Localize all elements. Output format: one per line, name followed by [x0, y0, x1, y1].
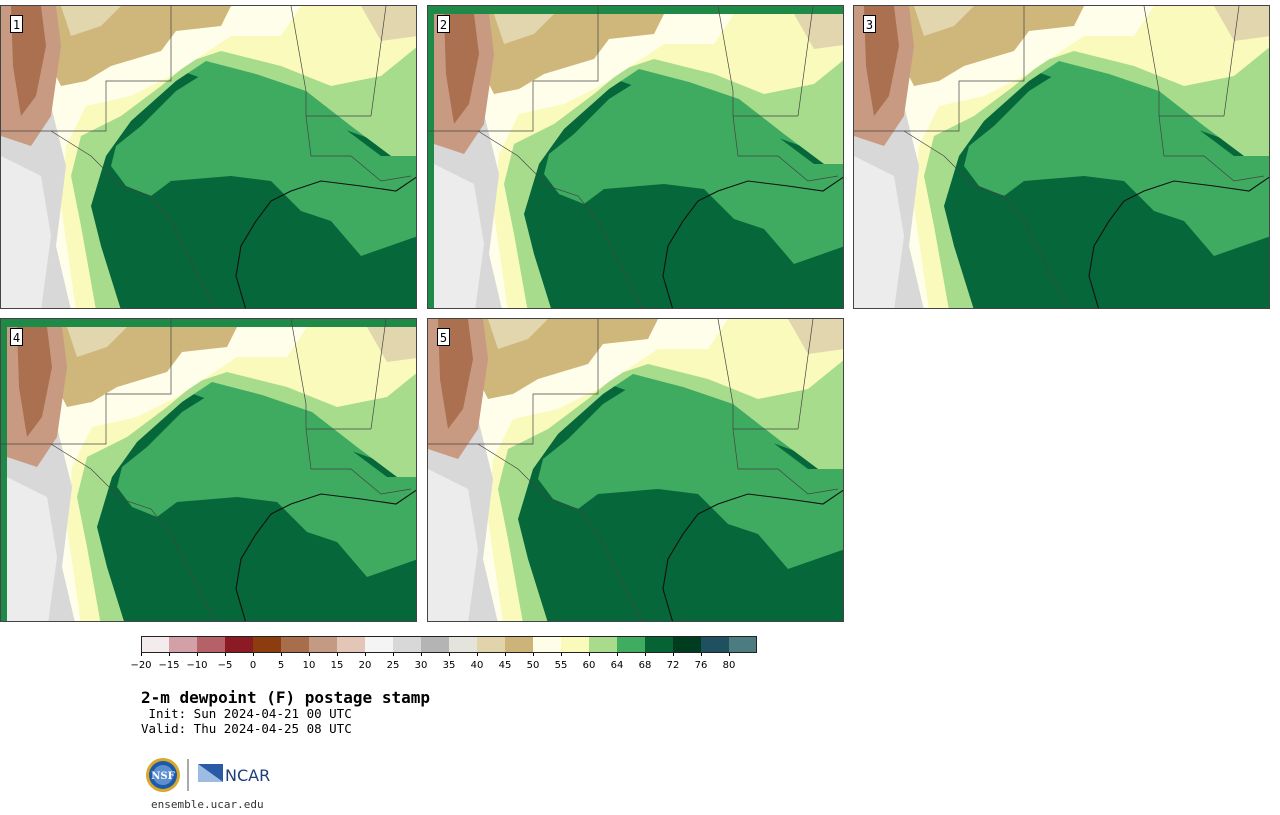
colorbar-tick-label: 72 — [666, 660, 680, 671]
panel-number: 4 — [10, 328, 23, 346]
colorbar-bin — [393, 636, 421, 653]
colorbar-bin — [477, 636, 505, 653]
colorbar-tick-label: 68 — [638, 660, 652, 671]
colorbar-tick-label: 80 — [722, 660, 736, 671]
colorbar-bin — [337, 636, 365, 653]
colorbar-bin — [729, 636, 757, 653]
nsf-text: NSF — [151, 771, 174, 782]
colorbar — [141, 636, 757, 656]
map-svg — [428, 6, 843, 308]
map-panel-2: 2 — [427, 5, 844, 309]
map-svg — [1, 319, 416, 621]
colorbar-tick-label: 45 — [498, 660, 512, 671]
nsf-logo: NSF — [146, 758, 180, 792]
colorbar-bin — [309, 636, 337, 653]
colorbar-tick-label: −15 — [158, 660, 180, 671]
colorbar-bin — [673, 636, 701, 653]
colorbar-bin — [645, 636, 673, 653]
colorbar-bin — [561, 636, 589, 653]
colorbar-bin — [533, 636, 561, 653]
init-time: Init: Sun 2024-04-21 00 UTC — [141, 706, 352, 721]
colorbar-tick-label: 15 — [330, 660, 344, 671]
colorbar-tick-label: 64 — [610, 660, 624, 671]
colorbar-tick-label: 76 — [694, 660, 708, 671]
colorbar-bin — [701, 636, 729, 653]
colorbar-tick-label: −5 — [217, 660, 233, 671]
colorbar-tick-label: 35 — [442, 660, 456, 671]
colorbar-bin — [225, 636, 253, 653]
colorbar-tick-label: 10 — [302, 660, 316, 671]
colorbar-bin — [617, 636, 645, 653]
panel-number: 1 — [10, 15, 23, 33]
colorbar-tick-label: 0 — [249, 660, 257, 671]
colorbar-tick-label: 55 — [554, 660, 568, 671]
site-url: ensemble.ucar.edu — [151, 798, 264, 811]
panel-number: 2 — [437, 15, 450, 33]
colorbar-tick-label: 25 — [386, 660, 400, 671]
ncar-text: NCAR — [225, 766, 270, 785]
colorbar-bin — [449, 636, 477, 653]
ncar-logo: NCAR — [198, 764, 270, 785]
map-panel-5: 5 — [427, 318, 844, 622]
colorbar-bin — [169, 636, 197, 653]
colorbar-bin — [421, 636, 449, 653]
colorbar-bin — [281, 636, 309, 653]
map-panel-3: 3 — [853, 5, 1270, 309]
valid-time: Valid: Thu 2024-04-25 08 UTC — [141, 721, 352, 736]
map-panel-1: 1 — [0, 5, 417, 309]
colorbar-tick-label: 5 — [277, 660, 285, 671]
colorbar-tick-label: 30 — [414, 660, 428, 671]
colorbar-bin — [197, 636, 225, 653]
map-svg — [428, 319, 843, 621]
colorbar-bin — [253, 636, 281, 653]
colorbar-tick-label: 50 — [526, 660, 540, 671]
colorbar-tick-label: −20 — [130, 660, 152, 671]
panel-number: 5 — [437, 328, 450, 346]
colorbar-bin — [141, 636, 169, 653]
logos: NSF NCAR — [146, 758, 270, 792]
map-svg — [1, 6, 416, 308]
colorbar-tick-label: 60 — [582, 660, 596, 671]
colorbar-tick-label: 40 — [470, 660, 484, 671]
map-svg — [854, 6, 1269, 308]
colorbar-tick-label: −10 — [186, 660, 208, 671]
colorbar-bin — [365, 636, 393, 653]
chart-title: 2-m dewpoint (F) postage stamp — [141, 688, 430, 707]
colorbar-bin — [505, 636, 533, 653]
colorbar-bin — [589, 636, 617, 653]
colorbar-tick-label: 20 — [358, 660, 372, 671]
map-panel-4: 4 — [0, 318, 417, 622]
panel-number: 3 — [863, 15, 876, 33]
